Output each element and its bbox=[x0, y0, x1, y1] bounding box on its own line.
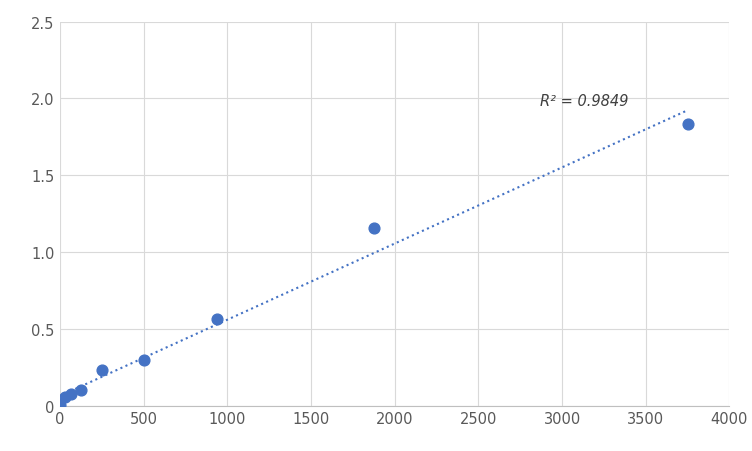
Point bbox=[138, 357, 150, 364]
Point bbox=[681, 121, 693, 128]
Point bbox=[54, 402, 66, 409]
Point bbox=[75, 387, 87, 394]
Point bbox=[211, 316, 223, 323]
Point bbox=[59, 394, 71, 401]
Point bbox=[96, 367, 108, 374]
Point bbox=[368, 225, 380, 232]
Text: R² = 0.9849: R² = 0.9849 bbox=[541, 93, 629, 108]
Point bbox=[65, 390, 77, 397]
